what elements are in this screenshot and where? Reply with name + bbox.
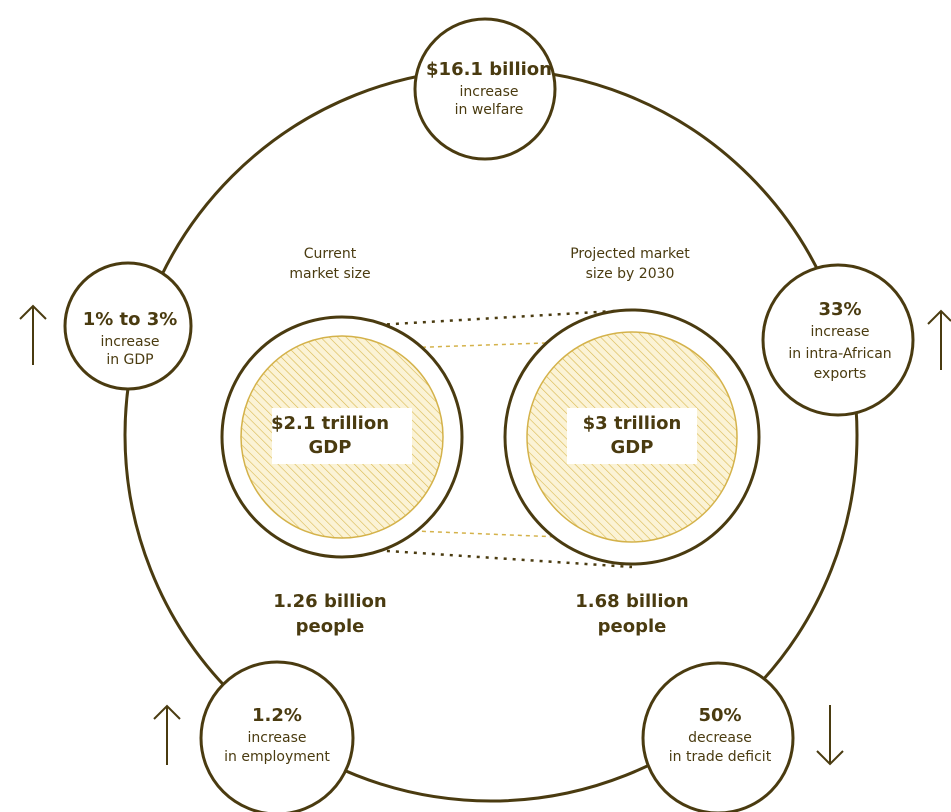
market-gdp: GDP <box>611 437 654 458</box>
node-circle <box>199 660 355 812</box>
node-text: in welfare <box>455 102 524 118</box>
market-people: people <box>296 616 365 637</box>
node-text: increase <box>100 334 159 350</box>
node-circle <box>413 17 557 161</box>
node-text: in employment <box>224 749 330 765</box>
market-caption: Projected market <box>570 246 690 262</box>
node-text: in GDP <box>106 352 153 368</box>
market-gdp: GDP <box>309 437 352 458</box>
node-text: decrease <box>688 730 752 746</box>
market-caption: market size <box>289 266 370 282</box>
node-text: increase <box>459 84 518 100</box>
node-text: in trade deficit <box>669 749 772 765</box>
arrows <box>19 304 951 766</box>
node-text: exports <box>814 366 867 382</box>
market-people: 1.68 billion <box>575 591 688 612</box>
node-circle <box>641 661 795 812</box>
node-circle <box>63 261 193 391</box>
market-people: 1.26 billion <box>273 591 386 612</box>
label-bg <box>272 408 412 464</box>
node-text: increase <box>810 324 869 340</box>
label-bg <box>567 408 697 464</box>
market-gdp: $2.1 trillion <box>271 413 389 434</box>
market-gdp: $3 trillion <box>583 413 682 434</box>
market-caption: size by 2030 <box>586 266 675 282</box>
node-value: 50% <box>698 705 741 726</box>
node-value: 1% to 3% <box>83 309 178 330</box>
market-people: people <box>598 616 667 637</box>
node-circle <box>761 263 915 417</box>
market-caption: Current <box>304 246 357 262</box>
node-value: $16.1 billion <box>426 59 552 80</box>
node-text: increase <box>247 730 306 746</box>
node-value: 33% <box>818 299 861 320</box>
node-value: 1.2% <box>252 705 302 726</box>
node-text: in intra-African <box>788 346 891 362</box>
